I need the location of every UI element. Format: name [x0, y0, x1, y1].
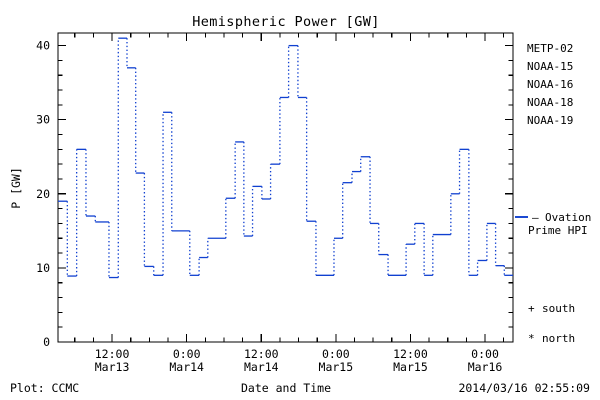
legend-item-noaa-15: NOAA-15 [527, 60, 573, 73]
svg-text:0:00: 0:00 [322, 347, 350, 361]
svg-text:Mar15: Mar15 [319, 360, 354, 374]
y-tick-label: 20 [36, 187, 50, 201]
y-axis-tick-labels: 0 10 20 30 40 [36, 39, 50, 349]
svg-text:Mar13: Mar13 [95, 360, 130, 374]
svg-text:Mar14: Mar14 [244, 360, 279, 374]
plot-timestamp: 2014/03/16 02:55:09 [458, 381, 590, 395]
y-axis-title: P [GW] [9, 167, 23, 209]
page-title: Hemispheric Power [GW] [192, 14, 380, 30]
marker-legend: + south * north [528, 302, 575, 345]
svg-text:Mar15: Mar15 [393, 360, 428, 374]
y-axis-ticks [58, 45, 513, 343]
y-tick-label: 30 [36, 113, 50, 127]
ovation-legend-label-line1: Ovation [545, 211, 591, 224]
data-series-group [58, 37, 513, 279]
y-tick-label: 40 [36, 39, 50, 53]
y-tick-label: 0 [43, 335, 50, 349]
legend-item-noaa-19: NOAA-19 [527, 114, 573, 127]
svg-text:Mar14: Mar14 [169, 360, 204, 374]
marker-label-north: north [542, 332, 575, 345]
legend-item-noaa-18: NOAA-18 [527, 96, 573, 109]
svg-text:12:00: 12:00 [244, 347, 279, 361]
svg-text:0:00: 0:00 [471, 347, 499, 361]
svg-text:12:00: 12:00 [393, 347, 428, 361]
satellite-legend: METP-02 NOAA-15 NOAA-16 NOAA-18 NOAA-19 [527, 42, 573, 127]
ovation-dash-symbol: — [532, 211, 539, 224]
marker-symbol-south: + [528, 302, 535, 315]
marker-label-south: south [542, 302, 575, 315]
svg-text:12:00: 12:00 [95, 347, 130, 361]
x-axis-title: Date and Time [241, 381, 331, 395]
marker-symbol-north: * [528, 332, 535, 345]
x-axis-ticks [74, 33, 505, 342]
svg-text:Mar16: Mar16 [468, 360, 503, 374]
svg-text:0:00: 0:00 [173, 347, 201, 361]
data-series [58, 37, 513, 279]
y-tick-label: 10 [36, 261, 50, 275]
legend-item-metp-02: METP-02 [527, 42, 573, 55]
legend-item-noaa-16: NOAA-16 [527, 78, 573, 91]
x-axis-tick-labels: 12:00Mar130:00Mar1412:00Mar140:00Mar1512… [95, 347, 503, 374]
ovation-legend-label-line2: Prime HPI [528, 224, 588, 237]
plot-credit: Plot: CCMC [10, 381, 79, 395]
